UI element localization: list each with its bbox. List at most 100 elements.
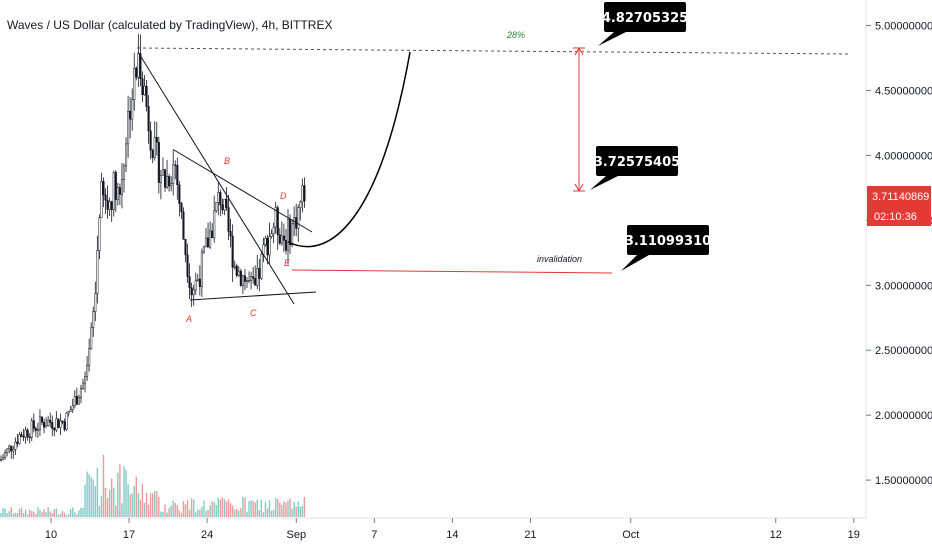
volume-bar [8,511,10,517]
volume-bar [162,511,164,517]
volume-bar [246,511,248,517]
candle-body [284,240,287,251]
candle-body [86,365,89,377]
volume-bar [61,511,64,517]
candle-body [260,254,263,279]
candle-body [291,223,294,246]
volume-bar [168,508,170,517]
candle-body [26,429,29,438]
candle-body [270,233,273,237]
volume-bar [252,500,254,517]
triangle-lower-trendline [189,291,317,301]
volume-bar [14,512,17,517]
candle-body [40,416,44,423]
volume-bar [254,502,256,517]
price-callout: 3.72575405 [590,146,680,190]
wave-label-b: B [224,156,230,166]
candle-body [38,416,42,430]
price-callout-label: 3.11099310 [625,234,711,249]
candle-body [141,78,144,95]
volume-bar [295,506,297,517]
price-tick-label: 3.00000000 [875,280,932,292]
volume-bar [279,502,281,517]
volume-bar [84,484,86,517]
volume-bar [141,484,144,517]
volume-bar [186,500,189,517]
candle-body [108,201,111,210]
target-arrow-head-up [574,46,584,56]
volume-bar [201,506,203,517]
candle-body [28,436,31,438]
volume-bar [158,496,160,517]
candle-body [250,276,253,281]
volume-bar [67,514,70,517]
candlestick-series [0,33,306,462]
time-axis[interactable]: 10 17 24 Sep 7 14 21 Oct 12 19 [45,518,860,541]
candle-body [133,67,136,101]
candle-body [223,198,226,211]
volume-bar [10,507,12,517]
volume-bar [211,501,213,517]
volume-bar [213,502,215,517]
price-axis[interactable]: 5.000000004.500000004.000000003.50000000… [866,21,932,488]
volume-bar [238,510,240,517]
volume-bar [215,504,217,517]
volume-bar [125,469,127,517]
candle-body [147,106,150,132]
volume-bar [303,497,306,517]
candle-body [24,429,27,438]
price-tick-label: 1.50000000 [875,475,932,487]
volume-bar [203,500,205,517]
candle-body [22,436,25,438]
volume-bar [231,505,234,517]
candle-body [192,289,195,296]
volume-bar [35,513,37,517]
volume-bar [6,513,8,517]
bar-countdown-label: 02:10:36 [874,211,917,223]
volume-bar [268,500,271,517]
time-tick-label: 7 [371,529,377,541]
candle-body [127,110,130,145]
volume-bar [223,499,226,517]
candle-body [217,192,220,203]
volume-bar [143,502,146,517]
volume-bar [63,512,66,517]
volume-bar [26,514,29,517]
candle-body [211,230,214,239]
target-arrow-head-down [574,183,584,193]
volume-bar [115,505,117,517]
candle-body [151,149,154,158]
candle-body [258,268,261,279]
candle-body [194,280,197,291]
volume-bar [123,466,125,517]
volume-bar [121,503,123,517]
candle-body [34,428,37,431]
candle-body [170,183,173,187]
volume-bar [188,509,191,517]
volume-bar [190,498,193,517]
candle-body [299,201,302,208]
time-tick-label: Sep [287,529,307,541]
candle-body [168,176,171,187]
candle-body [190,287,193,296]
volume-bar [100,496,103,517]
candle-body [102,181,105,196]
candle-body [53,428,56,431]
candle-body [254,278,257,286]
wave-label-d: D [280,191,287,201]
candle-body [252,276,255,279]
candle-body [159,175,162,183]
candle-body [96,250,99,294]
candle-body [209,230,212,248]
candle-body [135,67,138,78]
volume-bar [170,505,172,517]
candle-body [61,420,64,423]
candle-body [161,169,164,176]
candle-body [301,185,304,203]
candle-body [176,165,179,186]
volume-bar [53,509,55,517]
time-tick-label: 24 [201,529,213,541]
candle-body [182,211,185,240]
volume-bar [277,499,279,517]
